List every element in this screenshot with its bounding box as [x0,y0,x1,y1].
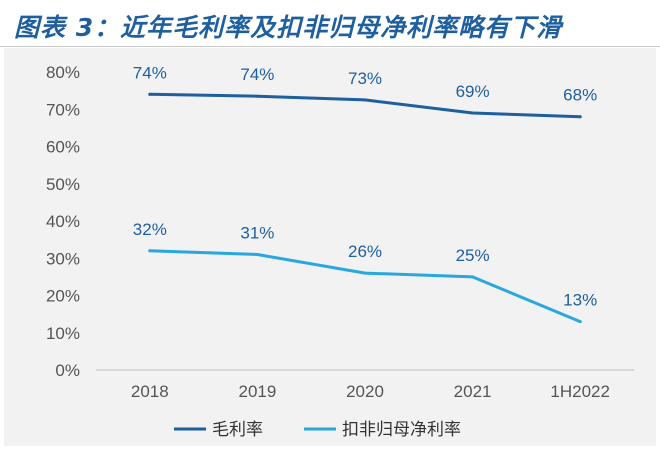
data-point [471,111,475,115]
y-tick-label: 80% [46,63,80,82]
y-tick-label: 50% [46,175,80,194]
y-tick-label: 60% [46,138,80,157]
data-label: 25% [456,246,490,265]
legend-label: 毛利率 [212,420,263,439]
data-point [148,92,152,96]
x-tick-label: 2019 [238,382,276,401]
data-label: 74% [133,63,167,82]
data-label: 31% [240,224,274,243]
y-tick-label: 20% [46,287,80,306]
x-tick-label: 2021 [454,382,492,401]
y-axis: 0% 10% 20% 30% 40% 50% 60% 70% 80% [46,63,80,380]
y-tick-label: 10% [46,324,80,343]
x-axis: 2018 2019 2020 2021 1H2022 [96,369,634,401]
data-label: 26% [348,242,382,261]
data-point [363,98,367,102]
legend: 毛利率 扣非归母净利率 [174,420,461,439]
data-label: 73% [348,69,382,88]
data-label: 32% [133,220,167,239]
data-label: 68% [563,86,597,105]
data-point [363,271,367,275]
chart-panel: 0% 10% 20% 30% 40% 50% 60% 70% 80% 2018 2019 2020 2… [4,48,656,446]
title-bar: 图表 3：近年毛利率及扣非归母净利率略有下滑 [0,0,660,47]
series-2: 32% 31% 26% 25% 13% [133,220,597,324]
data-point [578,320,582,324]
series-layer: 74% 74% 73% 69% 68% 32% 31% 26% 25% 13% [133,63,597,324]
data-point [148,249,152,253]
x-tick-label: 2020 [346,382,384,401]
line-chart: 0%10%20%30%40%50%60%70%80% 2018 2019 2020 2… [46,63,634,439]
series-line [148,92,582,119]
y-tick-label: 0% [55,361,80,380]
x-tick-label: 2018 [131,382,169,401]
y-tick-label: 40% [46,212,80,231]
data-label: 74% [240,65,274,84]
series-line [148,249,582,324]
data-label: 69% [456,82,490,101]
legend-label: 扣非归母净利率 [342,420,461,439]
x-tick-label: 1H2022 [550,382,610,401]
data-point [255,94,259,98]
data-label: 13% [563,291,597,310]
data-point [255,253,259,257]
data-point [471,275,475,279]
y-tick-label: 30% [46,249,80,268]
y-tick-label: 70% [46,100,80,119]
data-point [578,115,582,119]
chart-title: 图表 3：近年毛利率及扣非归母净利率略有下滑 [14,13,563,42]
series-1: 74% 74% 73% 69% 68% [133,63,597,119]
